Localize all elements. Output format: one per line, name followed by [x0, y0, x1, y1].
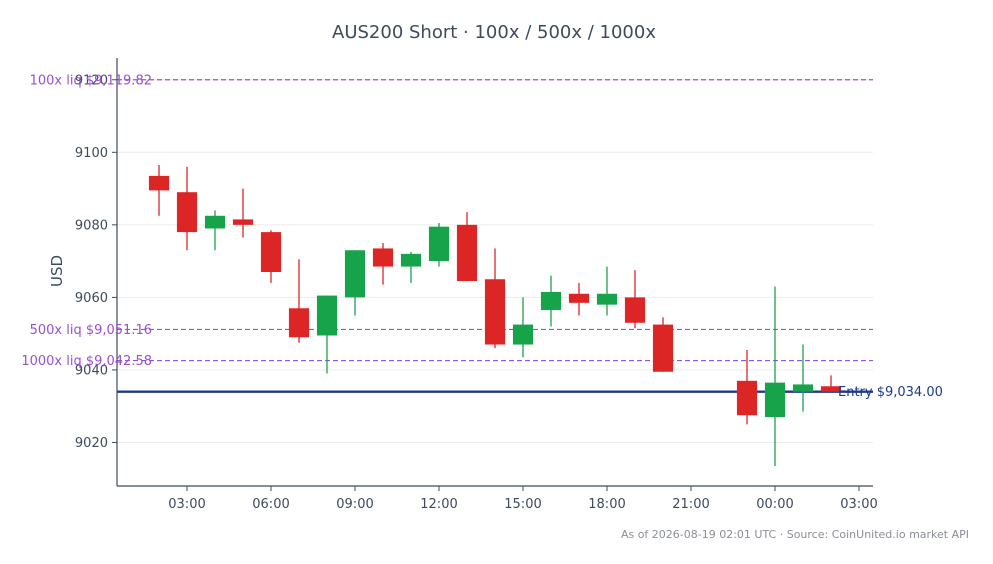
y-tick-label: 9080	[75, 218, 108, 233]
candle-body-down	[232, 219, 254, 225]
y-tick-label: 9060	[75, 291, 108, 306]
level-labels: 100x liq $9,119.82 500x liq $9,051.16 1000…	[21, 73, 943, 400]
candle-body-up	[596, 293, 618, 305]
y-tick-label: 9120	[75, 73, 108, 88]
candles	[148, 165, 842, 467]
x-tick-label: 09:00	[336, 497, 373, 512]
candle-body-up	[540, 291, 562, 311]
x-tick-label: 03:00	[168, 497, 205, 512]
candle-body-down	[372, 248, 394, 267]
y-axis-label: USD	[48, 255, 66, 287]
x-tick-label: 06:00	[252, 497, 289, 512]
axes	[116, 58, 873, 487]
candle-body-down	[820, 386, 842, 392]
level-label: 100x liq $9,119.82	[30, 73, 152, 88]
candle-body-down	[148, 175, 170, 191]
x-tick-label: 15:00	[504, 497, 541, 512]
candle-body-up	[512, 324, 534, 345]
chart-title: AUS200 Short · 100x / 500x / 1000x	[332, 22, 656, 43]
x-tick-label: 21:00	[672, 497, 709, 512]
x-tick-label: 18:00	[588, 497, 625, 512]
y-tick-label: 9020	[75, 436, 108, 451]
candle-body-down	[176, 192, 198, 233]
ticks: 9020 9040 9060 9080 9100 9120 03:00 06:00 09:00 1…	[75, 73, 878, 512]
y-tick-label: 9100	[75, 146, 108, 161]
y-tick-label: 9040	[75, 363, 108, 378]
candle-body-down	[260, 232, 282, 272]
candle-body-down	[456, 224, 478, 282]
level-label: 1000x liq $9,042.58	[21, 354, 152, 369]
x-tick-label: 03:00	[840, 497, 877, 512]
level-label: 500x liq $9,051.16	[30, 323, 152, 338]
candle-body-down	[484, 279, 506, 345]
candle-body-down	[568, 293, 590, 303]
candle-body-up	[764, 382, 786, 418]
candle-body-down	[736, 380, 758, 416]
candle-body-up	[316, 295, 338, 336]
x-tick-label: 00:00	[756, 497, 793, 512]
candle-body-up	[792, 384, 814, 392]
candle-body-down	[288, 308, 310, 338]
candle-body-up	[428, 226, 450, 262]
candle-body-up	[344, 250, 366, 298]
candle-body-up	[204, 215, 226, 229]
candle-body-up	[400, 253, 422, 267]
footer-note: As of 2026-08-19 02:01 UTC · Source: Coi…	[621, 528, 969, 541]
x-tick-label: 12:00	[420, 497, 457, 512]
candle-body-down	[652, 324, 674, 372]
entry-label: Entry $9,034.00	[838, 385, 943, 400]
candle-body-down	[624, 297, 646, 323]
